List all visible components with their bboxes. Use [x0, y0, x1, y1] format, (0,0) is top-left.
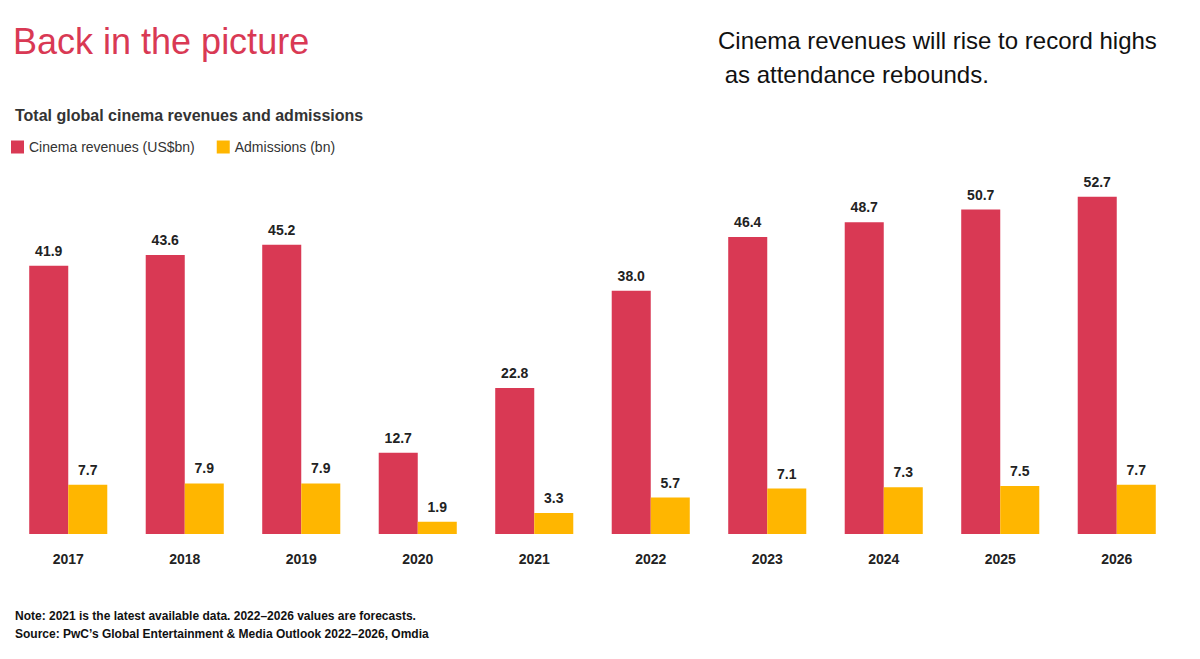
svg-text:1.9: 1.9	[428, 499, 448, 515]
svg-text:2019: 2019	[286, 551, 317, 567]
svg-text:7.1: 7.1	[777, 466, 797, 482]
svg-text:45.2: 45.2	[268, 222, 295, 238]
svg-text:43.6: 43.6	[152, 232, 179, 248]
svg-text:12.7: 12.7	[385, 430, 412, 446]
svg-text:Cinema revenues will rise to r: Cinema revenues will rise to record high…	[718, 27, 1157, 54]
svg-text:2022: 2022	[635, 551, 666, 567]
svg-text:46.4: 46.4	[734, 214, 761, 230]
svg-text:7.9: 7.9	[195, 460, 215, 476]
svg-text:2017: 2017	[53, 551, 84, 567]
svg-text:2024: 2024	[868, 551, 899, 567]
svg-text:7.9: 7.9	[311, 460, 331, 476]
svg-text:7.7: 7.7	[78, 462, 98, 478]
svg-text:2023: 2023	[752, 551, 783, 567]
svg-text:2026: 2026	[1101, 551, 1132, 567]
svg-text:Cinema revenues (US$bn): Cinema revenues (US$bn)	[29, 139, 195, 155]
svg-text:22.8: 22.8	[501, 365, 528, 381]
svg-text:2025: 2025	[985, 551, 1016, 567]
svg-text:41.9: 41.9	[35, 243, 62, 259]
svg-text:PwC’s Global Entertainment & M: PwC’s Global Entertainment & Media Outlo…	[60, 627, 429, 641]
svg-text:as attendance rebounds.: as attendance rebounds.	[718, 61, 989, 88]
svg-text:Admissions (bn): Admissions (bn)	[235, 139, 335, 155]
svg-text:2021 is the latest available d: 2021 is the latest available data. 2022–…	[46, 609, 416, 623]
svg-text:Note:: Note:	[15, 609, 46, 623]
svg-text:Total global cinema revenues a: Total global cinema revenues and admissi…	[15, 107, 363, 124]
svg-text:38.0: 38.0	[618, 268, 645, 284]
svg-text:7.5: 7.5	[1010, 463, 1030, 479]
svg-text:7.7: 7.7	[1127, 462, 1147, 478]
svg-text:Back in the picture: Back in the picture	[13, 21, 309, 62]
svg-text:52.7: 52.7	[1084, 174, 1111, 190]
svg-text:2021: 2021	[519, 551, 550, 567]
svg-text:2018: 2018	[169, 551, 200, 567]
svg-text:3.3: 3.3	[544, 490, 564, 506]
svg-text:48.7: 48.7	[851, 199, 878, 215]
svg-text:50.7: 50.7	[967, 187, 994, 203]
svg-text:Source:: Source:	[15, 627, 60, 641]
svg-text:5.7: 5.7	[661, 475, 681, 491]
svg-text:7.3: 7.3	[894, 464, 914, 480]
svg-text:2020: 2020	[402, 551, 433, 567]
